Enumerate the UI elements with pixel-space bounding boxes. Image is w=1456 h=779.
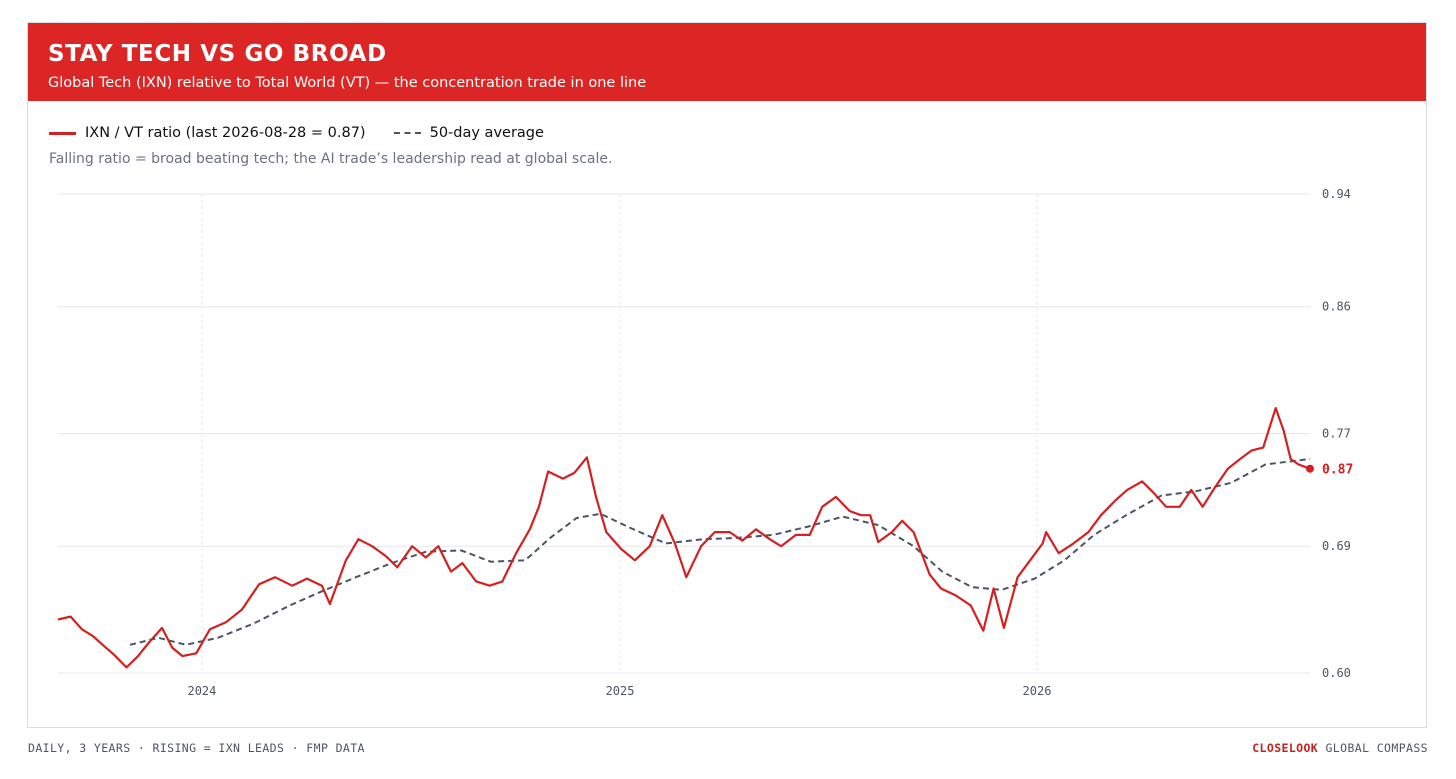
footer-publication: GLOBAL COMPASS [1325,741,1428,755]
y-tick-label: 0.69 [1322,539,1351,553]
chart-subtitle: Global Tech (IXN) relative to Total Worl… [48,75,647,91]
y-tick-label: 0.86 [1322,300,1351,314]
title-banner: STAY TECH VS GO BROAD Global Tech (IXN) … [28,23,1426,101]
x-tick-label: 2024 [187,684,216,698]
last-value-label: 0.87 [1322,463,1353,478]
chart-title: STAY TECH VS GO BROAD [48,41,387,67]
legend-item-average: 50-day average [393,125,544,141]
last-value-marker [1306,464,1314,473]
legend-label-average: 50-day average [429,125,544,141]
chart-note: Falling ratio = broad beating tech; the … [49,151,613,167]
legend: IXN / VT ratio (last 2026-08-28 = 0.87) … [49,123,572,143]
series-line-ratio [57,407,1311,669]
y-tick-label: 0.60 [1322,666,1351,680]
legend-label-ratio: IXN / VT ratio (last 2026-08-28 = 0.87) [85,125,366,141]
dashed-line-swatch [393,132,421,134]
y-tick-label: 0.77 [1322,427,1351,441]
footer-credit: CLOSELOOK GLOBAL COMPASS [1252,741,1428,755]
series-line-average [129,457,1311,646]
x-tick-label: 2025 [606,684,635,698]
footer-brand: CLOSELOOK [1252,741,1319,755]
solid-line-swatch [49,131,76,135]
legend-item-ratio: IXN / VT ratio (last 2026-08-28 = 0.87) [49,125,366,141]
y-tick-label: 0.94 [1322,187,1351,201]
footer-meta: DAILY, 3 YEARS · RISING = IXN LEADS · FM… [28,741,365,755]
chart-card: STAY TECH VS GO BROAD Global Tech (IXN) … [27,22,1427,728]
x-tick-label: 2026 [1023,684,1052,698]
